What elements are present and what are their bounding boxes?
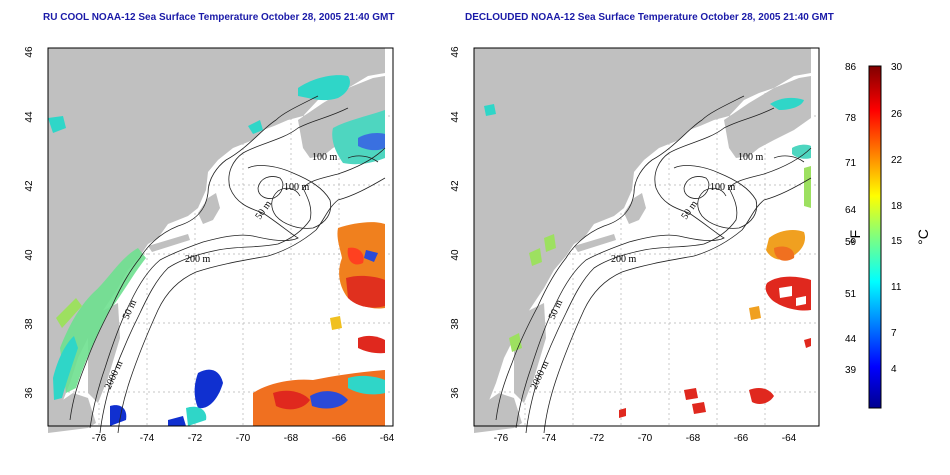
left-frame	[47, 47, 394, 427]
contour-label-100m-b: 100 m	[284, 182, 310, 193]
svg-text:-64: -64	[380, 433, 395, 444]
svg-text:-70: -70	[638, 433, 653, 444]
right-sst-patches	[484, 97, 811, 418]
svg-text:-72: -72	[590, 433, 605, 444]
right-x-axis: -76 -74 -72 -70 -68 -66 -64	[494, 433, 797, 444]
svg-text:22: 22	[891, 155, 903, 166]
svg-text:36: 36	[450, 387, 461, 399]
svg-text:42: 42	[450, 180, 461, 192]
colorbar: 86 78 71 64 59 51 44 39 30 26 22 18 15 1…	[845, 62, 931, 409]
svg-text:86: 86	[845, 62, 857, 73]
svg-text:-74: -74	[542, 433, 557, 444]
svg-text:-74: -74	[140, 433, 155, 444]
left-y-axis: 46 44 42 40 38 36	[24, 46, 35, 399]
left-map-title: RU COOL NOAA-12 Sea Surface Temperature …	[43, 12, 395, 23]
svg-text:36: 36	[24, 387, 35, 399]
svg-text:-76: -76	[494, 433, 509, 444]
svg-text:46: 46	[450, 46, 461, 58]
svg-text:18: 18	[891, 201, 903, 212]
svg-text:-66: -66	[734, 433, 749, 444]
svg-text:42: 42	[24, 180, 35, 192]
svg-text:30: 30	[891, 62, 903, 73]
left-sst-patches	[48, 75, 385, 426]
contour-label-100m-a: 100 m	[738, 152, 764, 163]
svg-text:46: 46	[24, 46, 35, 58]
svg-text:-66: -66	[332, 433, 347, 444]
svg-text:40: 40	[24, 249, 35, 261]
colorbar-fahrenheit-ticks: 86 78 71 64 59 51 44 39	[845, 62, 857, 376]
colorbar-scale	[868, 65, 882, 409]
right-map-title: DECLOUDED NOAA-12 Sea Surface Temperatur…	[465, 12, 834, 23]
right-map: 100 m 100 m 50 m 200 m 50 m 2000 m	[473, 47, 820, 434]
left-map: 100 m 100 m 50 m 200 m 50 m 2000 m	[47, 47, 394, 434]
svg-text:39: 39	[845, 365, 857, 376]
svg-text:38: 38	[24, 318, 35, 330]
contour-label-100m-b: 100 m	[710, 182, 736, 193]
svg-text:44: 44	[24, 111, 35, 123]
right-frame	[473, 47, 820, 427]
right-y-axis: 46 44 42 40 38 36	[450, 46, 461, 399]
svg-text:44: 44	[450, 111, 461, 123]
svg-text:-68: -68	[686, 433, 701, 444]
svg-text:11: 11	[891, 282, 902, 293]
svg-text:59: 59	[845, 237, 857, 248]
svg-text:7: 7	[891, 328, 897, 339]
svg-text:15: 15	[891, 236, 903, 247]
svg-text:-72: -72	[188, 433, 203, 444]
svg-text:44: 44	[845, 334, 857, 345]
svg-text:26: 26	[891, 109, 903, 120]
colorbar-celsius-ticks: 30 26 22 18 15 11 7 4	[891, 62, 903, 375]
svg-text:-64: -64	[782, 433, 797, 444]
svg-text:-68: -68	[284, 433, 299, 444]
colorbar-fahrenheit-label: °F	[847, 230, 863, 244]
svg-text:51: 51	[845, 289, 857, 300]
contour-label-200m: 200 m	[611, 254, 637, 265]
colorbar-celsius-label: °C	[915, 229, 931, 245]
svg-text:71: 71	[845, 158, 857, 169]
svg-text:40: 40	[450, 249, 461, 261]
contour-label-100m-a: 100 m	[312, 152, 338, 163]
svg-text:4: 4	[891, 364, 897, 375]
svg-text:78: 78	[845, 113, 857, 124]
svg-text:-70: -70	[236, 433, 251, 444]
svg-text:38: 38	[450, 318, 461, 330]
left-x-axis: -76 -74 -72 -70 -68 -66 -64	[92, 433, 395, 444]
svg-text:-76: -76	[92, 433, 107, 444]
contour-label-200m: 200 m	[185, 254, 211, 265]
svg-text:64: 64	[845, 205, 857, 216]
